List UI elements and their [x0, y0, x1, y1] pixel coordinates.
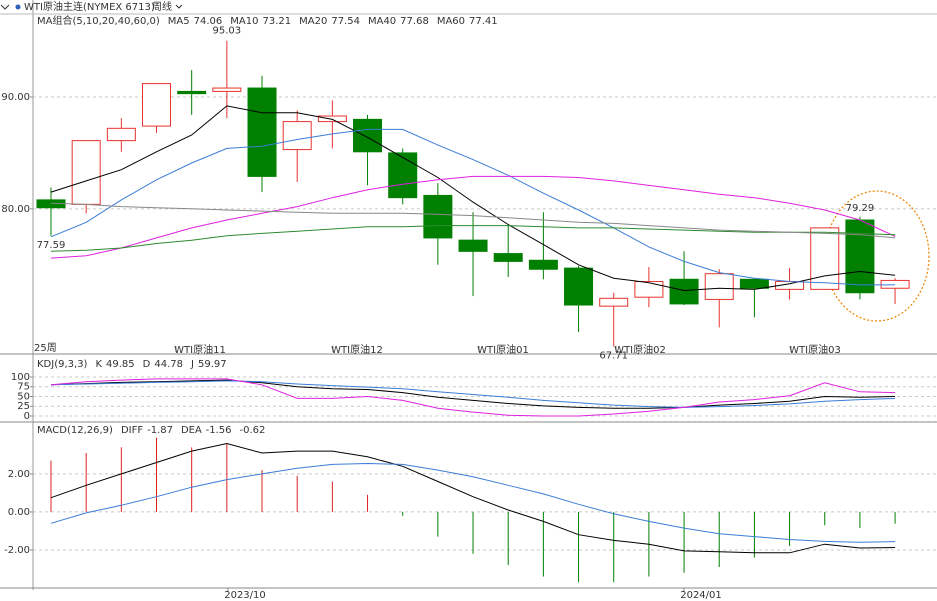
y-tick-label: 0: [24, 411, 30, 422]
candle-body: [388, 152, 418, 199]
indicator-title: MA组合(5,10,20,40,60,0): [37, 14, 160, 27]
indicator-title: KDJ(9,3,3): [37, 359, 88, 370]
candle-body: [564, 267, 594, 306]
period-count: 25周: [34, 342, 57, 354]
candle-body: [142, 83, 172, 127]
legend-value: 77.41: [469, 16, 498, 27]
indicator-line: [50, 175, 896, 259]
legend-value: 59.97: [198, 359, 227, 370]
candle-body: [704, 273, 734, 300]
legend-entry: MA60 77.41: [437, 16, 498, 27]
indicator-line: [50, 379, 896, 409]
y-tick-label: 0.00: [8, 507, 30, 518]
price-annotation: 67.71: [599, 350, 628, 361]
legend-entry: MA40 77.68: [368, 16, 429, 27]
legend-value: 73.21: [262, 16, 291, 27]
indicator-line: [50, 128, 896, 286]
x-axis-label: 2023/10: [224, 590, 266, 601]
legend-value: 49.85: [106, 359, 135, 370]
candle-body: [212, 87, 242, 92]
candle-body: [528, 259, 558, 270]
legend-entry: J 59.97: [190, 359, 227, 370]
status-dot: [15, 4, 21, 10]
x-axis-label: 2024/01: [680, 590, 722, 601]
legend-name: MA5: [168, 16, 190, 27]
candle-body: [599, 297, 629, 307]
legend-entry: DEA -1.56: [181, 425, 232, 436]
period-dropdown-icon[interactable]: [175, 4, 183, 9]
candle-body: [423, 194, 453, 239]
price-annotation: 77.59: [37, 240, 66, 251]
price-annotation: 79.29: [846, 203, 875, 214]
candle-body: [177, 90, 207, 95]
y-tick-label: 100: [11, 372, 30, 383]
legend-name: MA60: [437, 16, 465, 27]
contract-label: WTI原油11: [174, 343, 226, 356]
candle-body: [353, 118, 383, 153]
legend-value: -0.62: [240, 425, 266, 436]
y-tick-label: 2.00: [8, 469, 30, 480]
legend-value: -1.87: [147, 425, 173, 436]
indicator-line: [50, 462, 896, 543]
indicator-line: [50, 380, 896, 408]
legend-name: D: [143, 359, 151, 370]
candle-body: [458, 239, 488, 252]
legend-value: -1.56: [206, 425, 232, 436]
candle-body: [669, 278, 699, 305]
candle-body: [282, 121, 312, 151]
indicator-line: [50, 378, 896, 417]
legend-entry: MA20 77.54: [299, 16, 360, 27]
legend-entry: MA10 73.21: [230, 16, 291, 27]
indicator-line: [50, 442, 896, 554]
candle-body: [71, 140, 101, 205]
candle-body: [317, 115, 347, 123]
legend-entry: DIFF -1.87: [121, 425, 173, 436]
y-tick-label: 25: [17, 401, 30, 412]
contract-label: WTI原油02: [614, 343, 666, 356]
contract-label: WTI原油03: [789, 343, 841, 356]
legend-name: DEA: [181, 425, 202, 436]
legend-entry: D 44.78: [143, 359, 183, 370]
legend-name: K: [95, 359, 102, 370]
candle-body: [247, 87, 277, 177]
contract-label: WTI原油01: [477, 343, 529, 356]
legend-name: J: [190, 359, 194, 370]
indicator-line: [50, 105, 896, 292]
legend-name: MA20: [299, 16, 327, 27]
legend-name: DIFF: [121, 425, 143, 436]
contract-label: WTI原油12: [331, 343, 383, 356]
legend-value: 77.54: [331, 16, 360, 27]
legend-value: 74.06: [194, 16, 223, 27]
legend-name: MA40: [368, 16, 396, 27]
indicator-title: MACD(12,26,9): [37, 425, 113, 436]
indicator-line: [50, 202, 896, 239]
indicator-line: [50, 225, 896, 252]
price-annotation: 95.03: [213, 26, 242, 37]
candle-body: [845, 219, 875, 294]
y-tick-label: 50: [17, 391, 30, 402]
y-tick-label: 80.00: [1, 204, 30, 215]
legend-name: MA10: [230, 16, 258, 27]
candle-body: [634, 281, 664, 298]
instrument-title: WTI原油主连(NYMEX 6713): [24, 0, 155, 13]
legend-value: 77.68: [400, 16, 429, 27]
legend-value: 44.78: [154, 359, 183, 370]
candle-body: [810, 227, 840, 290]
y-tick-label: 75: [17, 382, 30, 393]
y-tick-label: -2.00: [4, 545, 30, 556]
collapse-icon[interactable]: [0, 4, 10, 10]
legend-entry: MA5 74.06: [168, 16, 222, 27]
period-selector[interactable]: 周线: [152, 0, 172, 13]
legend-entry: K 49.85: [95, 359, 134, 370]
candle-body: [493, 253, 523, 262]
y-tick-label: 90.00: [1, 92, 30, 103]
candle-body: [106, 127, 136, 142]
candle-body: [739, 278, 769, 289]
